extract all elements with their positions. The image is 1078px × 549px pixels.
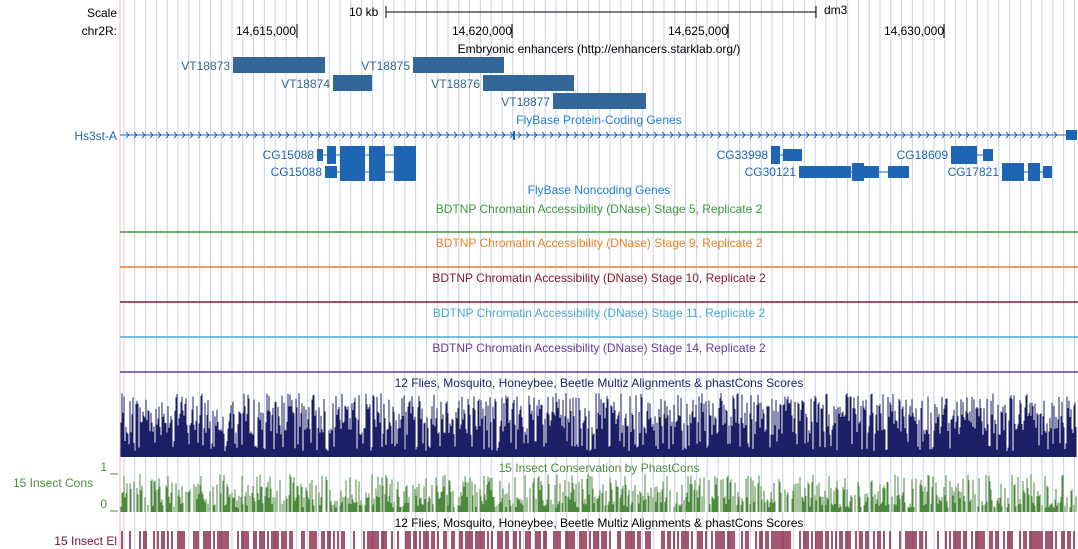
phastcons-axis-top: 1 xyxy=(100,460,107,474)
phastcons-track-title[interactable]: 15 Insect Conservation by PhastCons xyxy=(498,461,700,475)
gene-cg30121[interactable] xyxy=(799,163,909,181)
position-label-2: 14,620,000 xyxy=(451,24,512,38)
dnase-stage5-title[interactable]: BDTNP Chromatin Accessibility (DNase) St… xyxy=(435,202,763,216)
enhancer-label-vt18873[interactable]: VT18873 xyxy=(181,59,230,73)
phastcons-side-label[interactable]: 15 Insect Cons xyxy=(12,476,93,490)
enhancer-vt18874[interactable] xyxy=(333,75,372,91)
multiz-track-title[interactable]: 12 Flies, Mosquito, Honeybee, Beetle Mul… xyxy=(394,376,804,390)
enhancer-vt18876[interactable] xyxy=(483,75,574,91)
dnase-stage14-title[interactable]: BDTNP Chromatin Accessibility (DNase) St… xyxy=(432,341,766,355)
gene-cg33998[interactable] xyxy=(771,146,802,164)
dnase-stage11-title[interactable]: BDTNP Chromatin Accessibility (DNase) St… xyxy=(432,306,766,320)
enhancer-label-vt18875[interactable]: VT18875 xyxy=(361,59,410,73)
enhancer-label-vt18874[interactable]: VT18874 xyxy=(281,77,330,91)
gene-label-cg18609[interactable]: CG18609 xyxy=(896,148,948,162)
dnase-stage9-title[interactable]: BDTNP Chromatin Accessibility (DNase) St… xyxy=(435,236,763,250)
enhancers-track-title[interactable]: Embryonic enhancers (http://enhancers.st… xyxy=(457,42,741,56)
gene-label-cg33998[interactable]: CG33998 xyxy=(716,148,768,162)
chrom-label: chr2R: xyxy=(81,24,117,38)
position-label-4: 14,630,000 xyxy=(883,24,944,38)
conserved-elements[interactable] xyxy=(121,531,1075,549)
phastcons-wiggle[interactable] xyxy=(120,474,1077,512)
phastcons-axis xyxy=(110,473,118,512)
enhancer-features xyxy=(233,57,646,109)
enhancer-vt18873[interactable] xyxy=(233,57,325,73)
gene-cg18609[interactable] xyxy=(951,146,993,164)
gene-cg15088-a[interactable] xyxy=(317,146,416,164)
elements-side-label[interactable]: 15 Insect El xyxy=(54,534,117,548)
elements-track-title[interactable]: 12 Flies, Mosquito, Honeybee, Beetle Mul… xyxy=(394,516,804,530)
assembly-label: dm3 xyxy=(824,3,848,17)
position-ticks xyxy=(296,24,945,38)
scale-bar-label: 10 kb xyxy=(349,5,379,19)
gene-cg15088-b[interactable] xyxy=(325,163,416,181)
enhancer-vt18875[interactable] xyxy=(413,57,504,73)
phastcons-axis-bottom: 0 xyxy=(100,497,107,511)
gene-label-cg15088-b[interactable]: CG15088 xyxy=(270,165,322,179)
scale-label: Scale xyxy=(86,6,117,20)
gene-hs3st-a[interactable] xyxy=(120,130,1077,140)
position-label-1: 14,615,000 xyxy=(235,24,296,38)
enhancer-vt18877[interactable] xyxy=(553,93,646,109)
gene-label-cg15088-a[interactable]: CG15088 xyxy=(262,148,314,162)
position-grid xyxy=(123,0,1075,549)
gene-label-cg30121[interactable]: CG30121 xyxy=(744,165,796,179)
coding-genes-track-title[interactable]: FlyBase Protein-Coding Genes xyxy=(516,113,682,127)
enhancer-label-vt18877[interactable]: VT18877 xyxy=(501,95,550,109)
scale-bar xyxy=(385,6,817,18)
enhancer-label-vt18876[interactable]: VT18876 xyxy=(431,77,480,91)
dnase-baselines xyxy=(120,231,1078,373)
dnase-stage10-title[interactable]: BDTNP Chromatin Accessibility (DNase) St… xyxy=(432,271,766,285)
gene-cg17821[interactable] xyxy=(1002,163,1052,181)
position-label-3: 14,625,000 xyxy=(667,24,728,38)
gene-label-cg17821[interactable]: CG17821 xyxy=(947,165,999,179)
hs3st-a-side-label[interactable]: Hs3st-A xyxy=(74,129,117,143)
multiz-conservation-wiggle[interactable] xyxy=(120,393,1077,457)
noncoding-genes-track-title[interactable]: FlyBase Noncoding Genes xyxy=(527,183,671,197)
